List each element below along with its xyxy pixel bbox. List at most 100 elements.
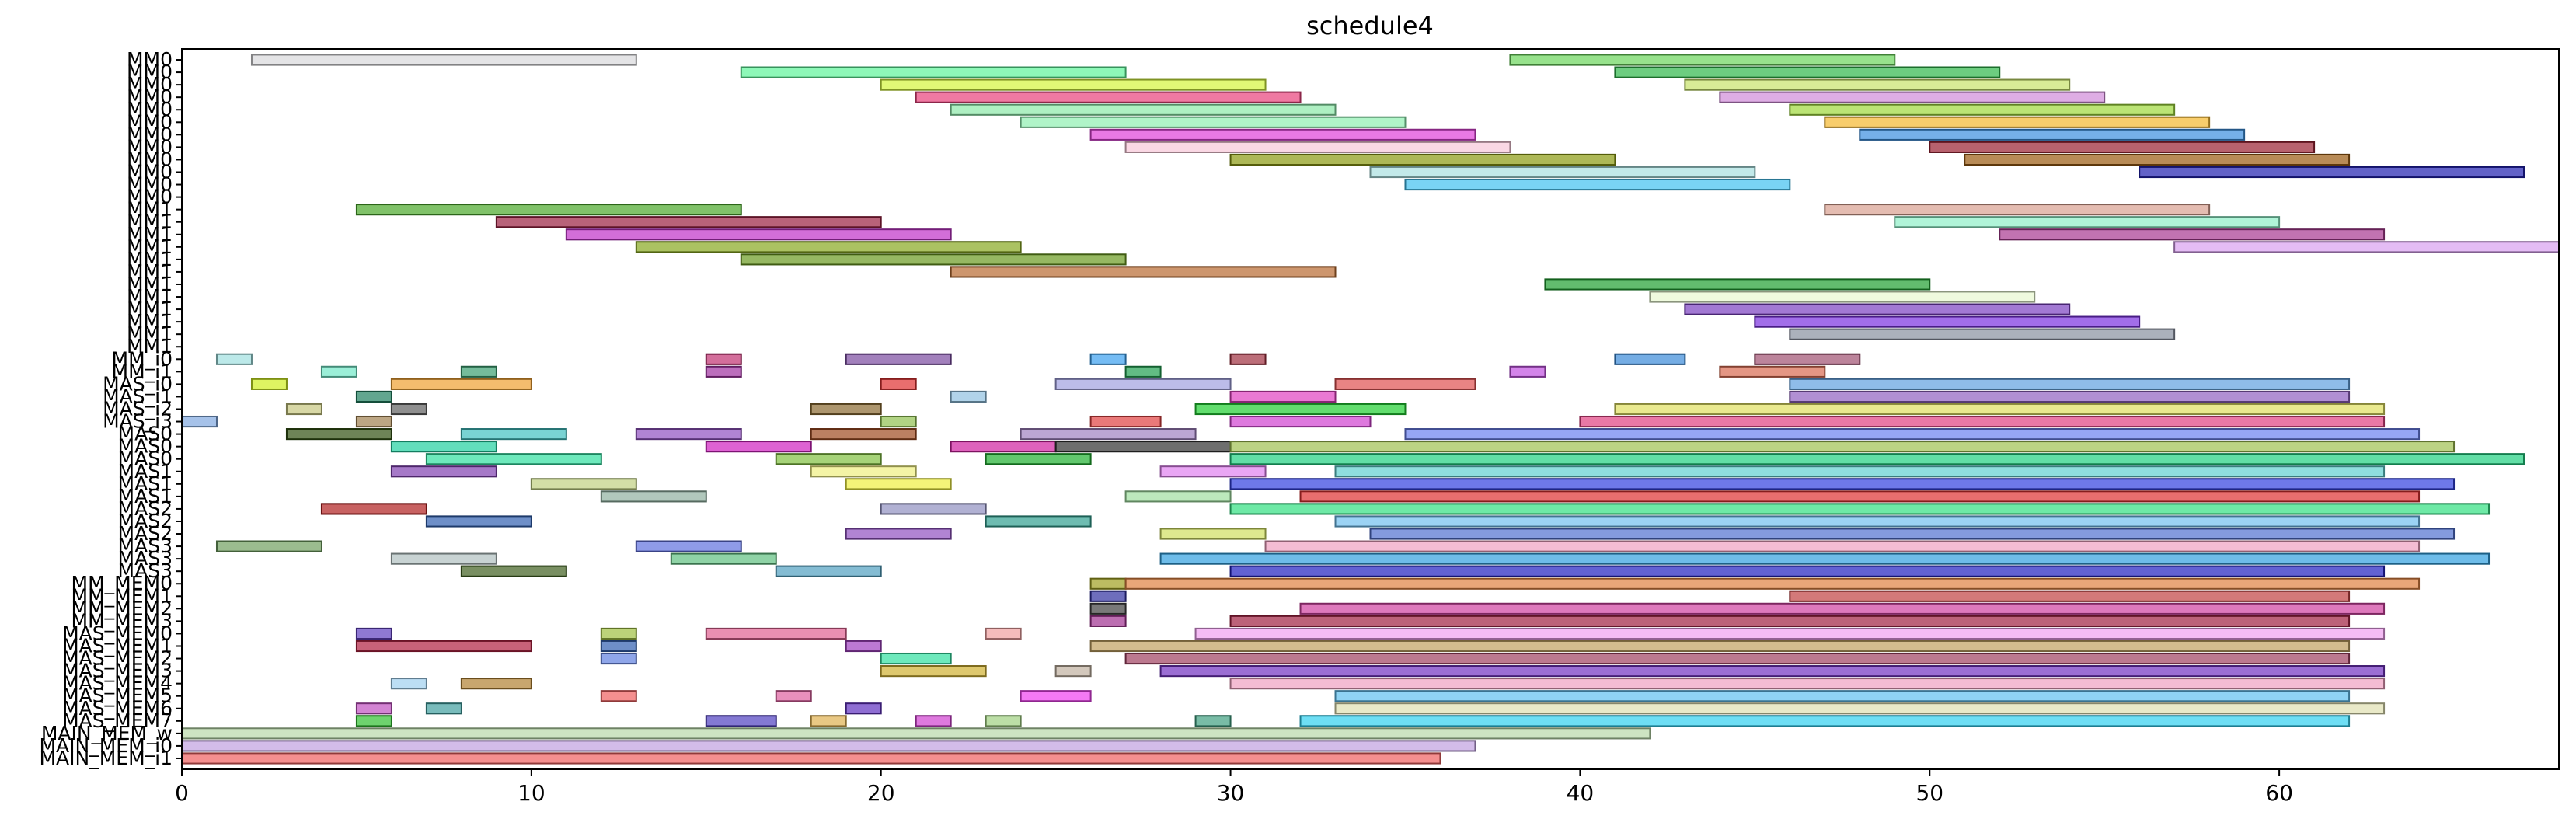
task-bar	[880, 78, 1267, 91]
y-tick-label: MM_i1	[112, 360, 173, 382]
task-bar	[390, 678, 427, 690]
task-bar	[1299, 715, 2351, 727]
task-bar	[390, 403, 427, 416]
task-bar	[1229, 453, 2525, 465]
task-bar	[1229, 353, 1267, 365]
y-tick-label: MAS_MEM7	[62, 709, 173, 732]
x-tick-label: 10	[518, 780, 546, 806]
task-bar	[1334, 702, 2386, 715]
task-bar	[1509, 54, 1896, 66]
task-bar	[460, 365, 497, 378]
task-bar	[985, 627, 1022, 640]
task-bar	[810, 715, 847, 727]
task-bar	[1789, 103, 2176, 116]
y-tick-label: MM1	[127, 198, 173, 221]
y-tick-label: MM1	[127, 298, 173, 320]
y-tick-label: MAS_MEM3	[62, 660, 173, 682]
task-bar	[250, 54, 637, 66]
task-bar	[1789, 590, 2351, 602]
task-bar	[775, 565, 882, 577]
y-tick-label: MM0	[127, 186, 173, 208]
task-bar	[355, 640, 532, 653]
task-bar	[355, 204, 742, 216]
task-bar	[1089, 615, 1127, 627]
y-tick-label: MAS1	[118, 460, 173, 483]
task-bar	[740, 253, 1127, 266]
task-bar	[880, 665, 987, 678]
y-tick-label: MAIN_MEM_w	[41, 722, 173, 744]
task-bar	[775, 453, 882, 465]
task-bar	[1404, 428, 2421, 441]
task-bar	[390, 378, 532, 390]
y-tick-label: MAS1	[118, 472, 173, 495]
task-bar	[320, 365, 357, 378]
task-bar	[880, 652, 952, 665]
task-bar	[950, 266, 1337, 278]
task-bar	[775, 690, 812, 702]
task-bar	[355, 415, 392, 428]
task-bar	[670, 552, 777, 565]
y-tick-label: MAS2	[118, 497, 173, 520]
task-bar	[1754, 353, 1861, 365]
task-bar	[1579, 415, 2386, 428]
task-bar	[1089, 640, 2351, 653]
y-tick-label: MM0	[127, 48, 173, 71]
y-tick-label: MAS_MEM1	[62, 635, 173, 657]
chart-title: schedule4	[1306, 11, 1434, 40]
y-tick-label: MM0	[127, 148, 173, 170]
task-bar	[880, 415, 917, 428]
task-bar	[1089, 602, 1127, 615]
task-bar	[1089, 590, 1127, 602]
x-tick-label: 30	[1217, 780, 1245, 806]
task-bar	[1159, 552, 2491, 565]
task-bar	[600, 627, 637, 640]
task-bar	[1229, 615, 2351, 627]
task-bar	[1369, 166, 1756, 179]
task-bar	[915, 715, 952, 727]
task-bar	[1509, 365, 1546, 378]
y-tick-label: MM0	[127, 123, 173, 145]
task-bar	[1334, 378, 1476, 390]
x-axis: 0 10 20 30 40 50 60	[175, 769, 2293, 806]
task-bar	[1054, 378, 1232, 390]
task-bar	[1194, 715, 1232, 727]
task-bar	[985, 515, 1092, 528]
y-tick-label: MM1	[127, 322, 173, 345]
task-bar	[705, 353, 742, 365]
y-tick-label: MM0	[127, 135, 173, 158]
task-bar	[181, 740, 1476, 752]
task-bar	[390, 465, 497, 478]
task-bar	[1684, 78, 2071, 91]
task-bar	[1020, 116, 1407, 128]
task-bar	[2173, 241, 2560, 253]
task-bar	[845, 528, 952, 540]
task-bar	[880, 378, 917, 390]
y-tick-label: MAS0	[118, 423, 173, 445]
task-bar	[425, 453, 602, 465]
task-bar	[285, 428, 392, 441]
task-bar	[950, 103, 1337, 116]
task-bar	[1194, 627, 2386, 640]
task-bar	[985, 715, 1022, 727]
y-tick-label: MAS_MEM4	[62, 672, 173, 695]
task-bar	[320, 503, 427, 515]
task-bar	[1229, 390, 1337, 403]
y-tick-label: MAIN_MEM_i0	[39, 734, 173, 757]
y-tick-label: MAS3	[118, 547, 173, 570]
task-bar	[495, 216, 882, 228]
task-bar	[355, 390, 392, 403]
y-tick-label: MM1	[127, 260, 173, 283]
task-bar	[1020, 690, 1092, 702]
task-bar	[1649, 291, 2036, 303]
y-tick-label: MM0	[127, 73, 173, 96]
task-bar	[705, 365, 742, 378]
task-bar	[845, 478, 952, 490]
task-bar	[810, 465, 917, 478]
y-tick-label: MAS_MEM2	[62, 647, 173, 670]
y-tick-label: MM1	[127, 335, 173, 357]
y-tick-label: MM0	[127, 110, 173, 133]
y-tick-label: MAS2	[118, 510, 173, 532]
task-bar	[1719, 91, 2106, 103]
y-tick-label: MM1	[127, 285, 173, 308]
